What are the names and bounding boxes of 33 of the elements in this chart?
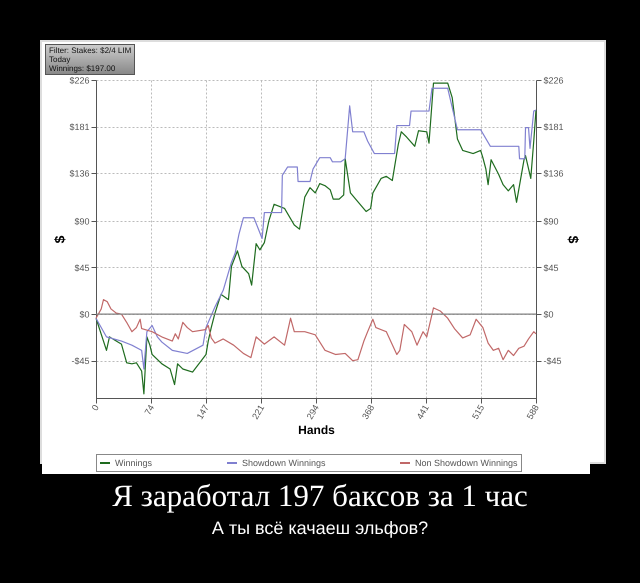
y2-tick-label: $226	[544, 76, 564, 86]
text: А ты всё качаеш эльфов?	[210, 518, 430, 539]
y2-tick-label: -$45	[544, 356, 562, 366]
y-tick-label: $0	[79, 310, 90, 320]
y2-tick-label: $90	[544, 216, 559, 226]
x-tick-label: 221	[250, 403, 266, 422]
legend-label: Non Showdown Winnings	[415, 458, 518, 468]
y2-tick-label: $0	[544, 310, 554, 320]
y2-tick-label: $181	[544, 122, 564, 132]
y-tick-label: $226	[69, 76, 90, 86]
y-tick-label: $45	[74, 262, 90, 273]
y-axis-title: $	[51, 235, 68, 244]
y2-tick-label: $45	[544, 262, 559, 273]
legend-label: Winnings	[115, 458, 153, 468]
line-series	[95, 298, 537, 362]
y-tick-label: $136	[69, 168, 90, 179]
y-tick-label: -$45	[71, 356, 90, 366]
text: Я заработал 197 баксов за 1 час	[111, 478, 529, 514]
x-tick-label: 515	[470, 403, 486, 422]
filter-note-box: Filter: Stakes: $2/4 LIM Today Winnings: $197.00	[45, 44, 136, 75]
y2-tick-label: $136	[544, 168, 564, 179]
y-tick-label: $90	[74, 216, 90, 226]
x-axis-title: Hands	[298, 423, 336, 438]
y2-axis-title: $	[566, 236, 582, 244]
y-tick-label: $181	[69, 122, 90, 132]
x-tick-label: 74	[142, 403, 156, 417]
legend-label: Showdown Winnings	[242, 458, 326, 468]
x-tick-label: 368	[360, 403, 376, 422]
x-tick-label: 147	[194, 403, 211, 422]
x-tick-label: 441	[414, 403, 431, 422]
x-tick-label: 0	[90, 403, 101, 412]
x-tick-label: 294	[304, 403, 321, 422]
x-tick-label: 588	[524, 403, 541, 422]
